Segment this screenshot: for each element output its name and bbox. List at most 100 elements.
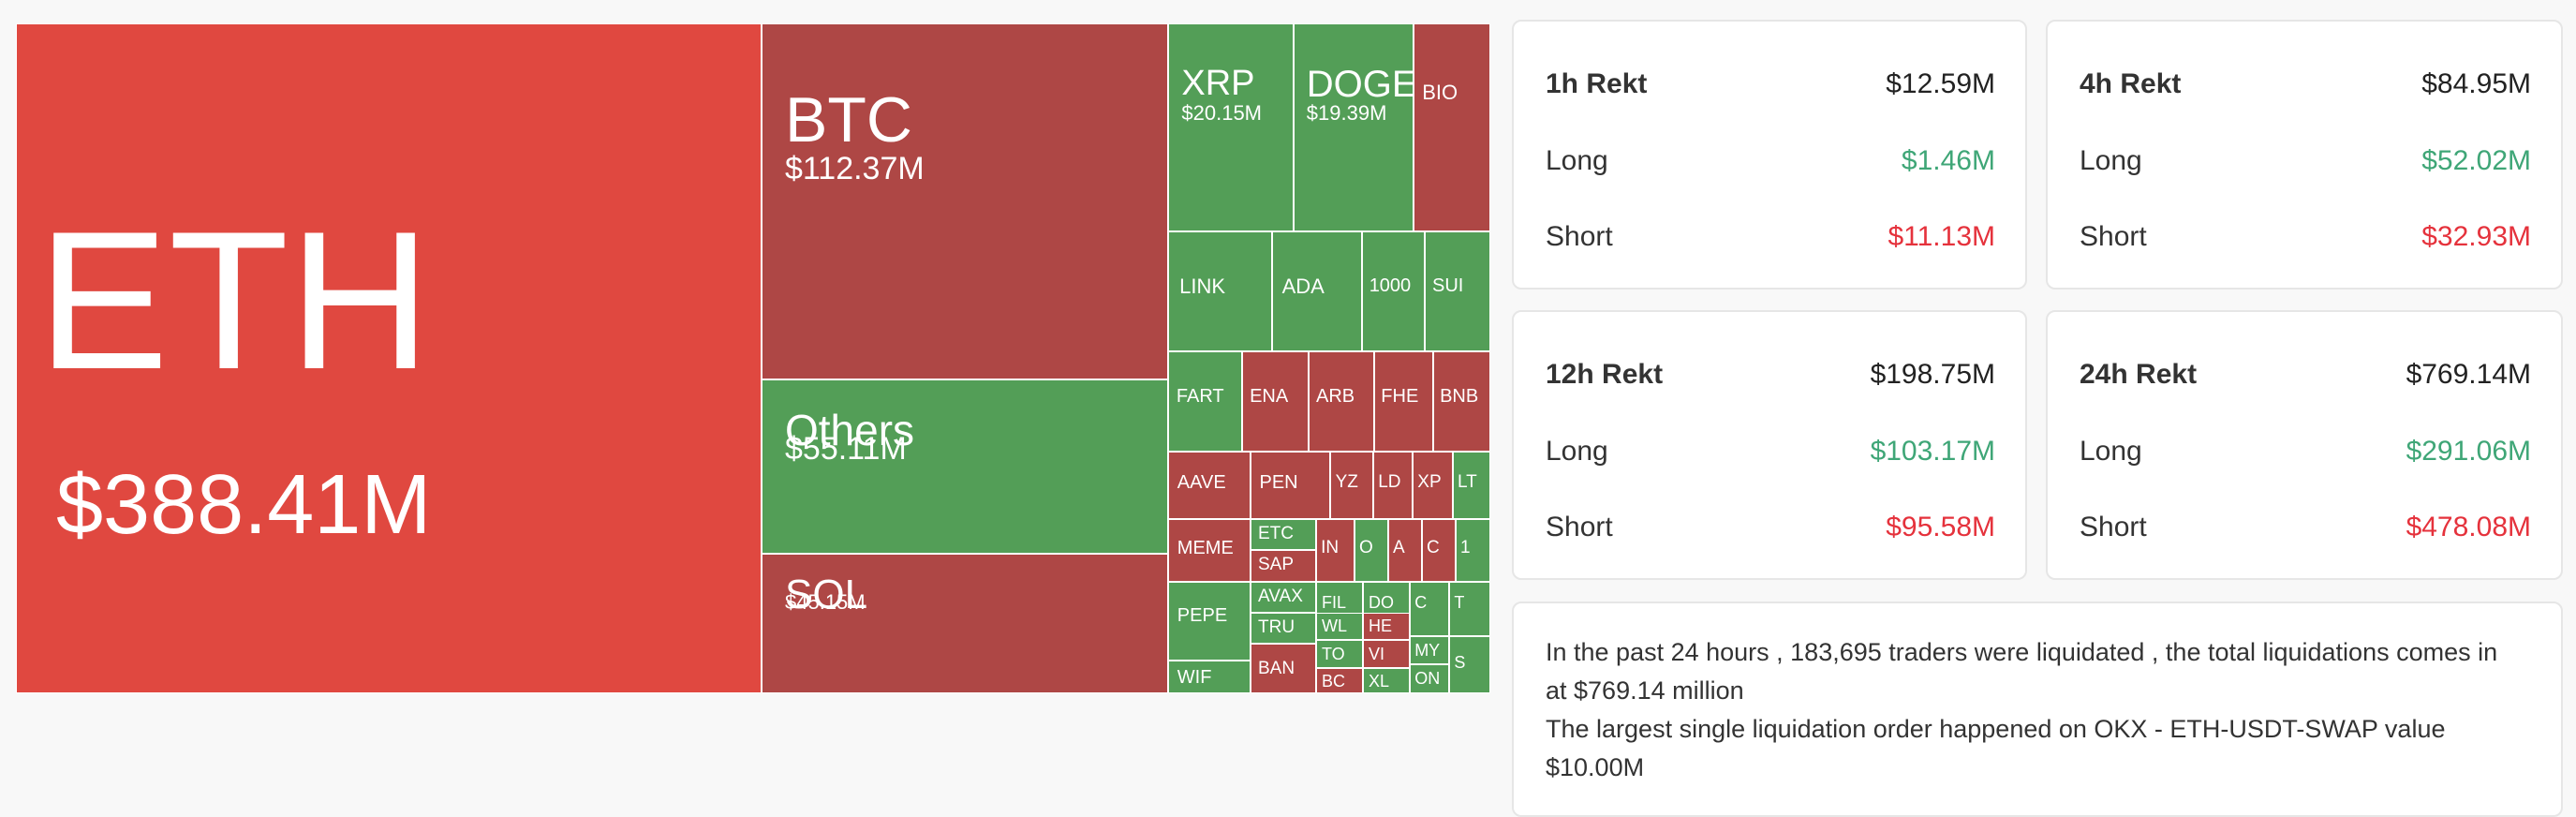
card-short-label: Short xyxy=(2080,221,2147,252)
tile-symbol: Others xyxy=(785,405,915,454)
card-short-label: Short xyxy=(1546,221,1613,252)
treemap-tile-fhe[interactable]: FHE xyxy=(1374,351,1433,452)
treemap-tile-meme[interactable]: MEME xyxy=(1168,519,1251,582)
treemap-tile-ld[interactable]: LD xyxy=(1373,452,1413,519)
treemap-tile-c[interactable]: C xyxy=(1422,519,1456,582)
tile-symbol: TO xyxy=(1322,644,1345,663)
card-total: $198.75M xyxy=(1870,359,1995,390)
treemap-tile-on[interactable]: ON xyxy=(1410,664,1449,693)
treemap-tile-t[interactable]: T xyxy=(1449,582,1490,636)
tile-symbol: A xyxy=(1393,538,1405,558)
liquidation-treemap: ETH $388.41M BTC $112.37M Others $55.11M SOL $4… xyxy=(16,23,1490,693)
treemap-tile-eth[interactable]: ETH $388.41M xyxy=(16,23,762,693)
card-title: 12h Rekt xyxy=(1546,359,1664,390)
treemap-tile-a[interactable]: A xyxy=(1388,519,1422,582)
tile-symbol: LINK xyxy=(1179,275,1226,299)
treemap-tile-wif[interactable]: WIF xyxy=(1168,661,1251,693)
treemap-tile-s[interactable]: S xyxy=(1449,636,1490,693)
card-row: Short $11.13M xyxy=(1546,221,1995,259)
treemap-tile-sol[interactable]: SOL $45.15M xyxy=(762,554,1168,693)
tile-symbol: ETC xyxy=(1258,523,1294,543)
card-row: 24h Rekt $769.14M xyxy=(2080,359,2531,396)
tile-symbol: AAVE xyxy=(1177,471,1226,493)
treemap-tile-1[interactable]: 1 xyxy=(1456,519,1490,582)
treemap-tile-1000[interactable]: 1000 xyxy=(1362,231,1425,351)
treemap-tile-ban[interactable]: BAN xyxy=(1251,644,1316,693)
tile-symbol: PEPE xyxy=(1177,605,1228,627)
treemap-tile-in[interactable]: IN xyxy=(1316,519,1355,582)
treemap-tile-lt[interactable]: LT xyxy=(1453,452,1490,519)
treemap-tile-vi[interactable]: VI xyxy=(1363,640,1410,668)
tile-value: $55.11M xyxy=(785,430,907,467)
treemap-tile-fart[interactable]: FART xyxy=(1168,351,1242,452)
treemap-tile-link[interactable]: LINK xyxy=(1168,231,1272,351)
treemap-tile-avax[interactable]: AVAX xyxy=(1251,582,1316,613)
card-short-value: $11.13M xyxy=(1888,221,1995,252)
card-row: Long $291.06M xyxy=(2080,436,2531,473)
tile-symbol: C xyxy=(1427,538,1440,558)
treemap-tile-xp[interactable]: XP xyxy=(1413,452,1453,519)
tile-symbol: SOL xyxy=(785,571,868,617)
rekt-card-12h-rekt: 12h Rekt $198.75M Long $103.17M Short $95.58M xyxy=(1512,310,2027,580)
treemap-tile-yz[interactable]: YZ xyxy=(1330,452,1373,519)
treemap-tile-xl[interactable]: XL xyxy=(1363,668,1410,693)
tile-symbol: XRP xyxy=(1181,64,1255,104)
card-short-label: Short xyxy=(1546,512,1613,542)
treemap-tile-o[interactable]: O xyxy=(1355,519,1388,582)
treemap-tile-bc[interactable]: BC xyxy=(1316,668,1363,693)
summary-line-3: The largest single liquidation order hap… xyxy=(1546,715,2446,743)
card-row: 12h Rekt $198.75M xyxy=(1546,359,1995,396)
treemap-tile-pepe[interactable]: PEPE xyxy=(1168,582,1251,661)
treemap-tile-sui[interactable]: SUI xyxy=(1425,231,1490,351)
treemap-tile-doge[interactable]: DOGE $19.39M xyxy=(1294,23,1414,231)
treemap-tile-bio[interactable]: BIO xyxy=(1414,23,1490,231)
tile-symbol: S xyxy=(1454,653,1466,673)
card-long-value: $52.02M xyxy=(2421,145,2531,176)
tile-symbol: T xyxy=(1454,592,1465,612)
card-long-label: Long xyxy=(2080,436,2142,467)
treemap-tile-tru[interactable]: TRU xyxy=(1251,613,1316,644)
rekt-card-4h-rekt: 4h Rekt $84.95M Long $52.02M Short $32.93M xyxy=(2046,20,2563,290)
tile-symbol: 1 xyxy=(1460,538,1471,558)
summary-line-4: $10.00M xyxy=(1546,753,1645,781)
tile-symbol: MY xyxy=(1414,640,1441,660)
card-row: 1h Rekt $12.59M xyxy=(1546,68,1995,106)
tile-value: $388.41M xyxy=(56,458,432,552)
card-long-label: Long xyxy=(1546,145,1608,176)
treemap-tile-wl[interactable]: WL xyxy=(1316,613,1363,640)
tile-symbol: FIL xyxy=(1322,592,1347,612)
treemap-tile-pen[interactable]: PEN xyxy=(1251,452,1330,519)
treemap-tile-to[interactable]: TO xyxy=(1316,640,1363,668)
card-row: Short $95.58M xyxy=(1546,512,1995,549)
card-short-label: Short xyxy=(2080,512,2147,542)
card-short-value: $32.93M xyxy=(2421,221,2531,252)
treemap-tile-btc[interactable]: BTC $112.37M xyxy=(762,23,1168,379)
tile-value: $19.39M xyxy=(1306,101,1387,126)
treemap-tile-etc[interactable]: ETC xyxy=(1251,519,1316,550)
tile-symbol: ENA xyxy=(1250,386,1289,408)
tile-symbol: XL xyxy=(1369,672,1390,691)
tile-symbol: ETH xyxy=(37,190,431,410)
treemap-tile-sap[interactable]: SAP xyxy=(1251,550,1316,582)
treemap-tile-arb[interactable]: ARB xyxy=(1309,351,1374,452)
tile-symbol: ARB xyxy=(1316,386,1355,408)
treemap-tile-he[interactable]: HE xyxy=(1363,613,1410,640)
card-row: Long $103.17M xyxy=(1546,436,1995,473)
tile-symbol: C xyxy=(1414,592,1428,612)
treemap-tile-xrp[interactable]: XRP $20.15M xyxy=(1168,23,1294,231)
treemap-tile-others[interactable]: Others $55.11M xyxy=(762,379,1168,554)
card-total: $12.59M xyxy=(1886,68,1995,99)
tile-symbol: WL xyxy=(1322,616,1347,636)
card-long-value: $103.17M xyxy=(1870,436,1995,467)
card-row: 4h Rekt $84.95M xyxy=(2080,68,2531,106)
treemap-tile-bnb[interactable]: BNB xyxy=(1433,351,1490,452)
treemap-tile-aave[interactable]: AAVE xyxy=(1168,452,1251,519)
treemap-tile-ada[interactable]: ADA xyxy=(1272,231,1362,351)
card-short-value: $95.58M xyxy=(1886,512,1995,542)
treemap-tile-my[interactable]: MY xyxy=(1410,636,1449,664)
tile-symbol: HE xyxy=(1369,616,1393,636)
treemap-tile-c[interactable]: C xyxy=(1410,582,1449,636)
tile-symbol: LD xyxy=(1378,471,1401,492)
tile-symbol: FHE xyxy=(1381,386,1419,408)
treemap-tile-ena[interactable]: ENA xyxy=(1242,351,1309,452)
